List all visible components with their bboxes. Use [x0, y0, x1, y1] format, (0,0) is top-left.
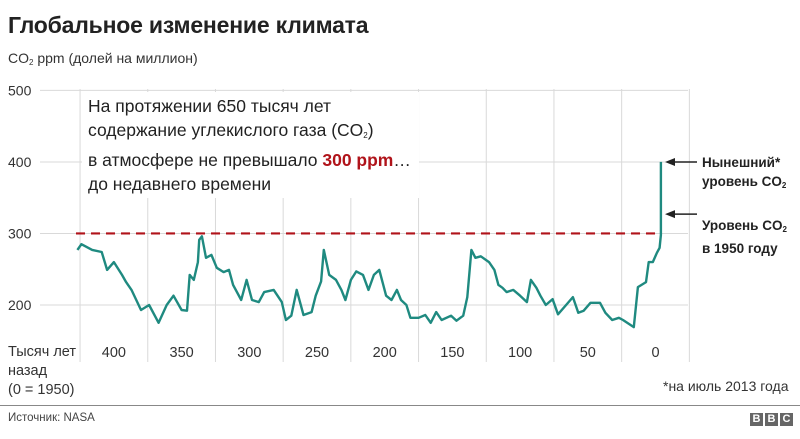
source-credit: Источник: NASA	[8, 412, 95, 424]
x-tick-label: 50	[580, 345, 596, 361]
y-tick-label: 500	[8, 82, 32, 98]
footnote: *на июль 2013 года	[663, 378, 789, 394]
annotation-text: …	[393, 150, 411, 170]
x-tick-label: 150	[440, 345, 464, 361]
x-tick-label: 400	[102, 345, 126, 361]
x-tick-label: 250	[305, 345, 329, 361]
level-1950-line-1: Уровень CO2	[702, 216, 787, 239]
annotation-line-4: до недавнего времени	[88, 174, 272, 194]
current-level-line-2: уровень CO2	[702, 172, 786, 195]
x-tick-label: 350	[170, 345, 194, 361]
logo-letter: C	[780, 413, 793, 426]
x-tick-label: 300	[237, 345, 261, 361]
y-tick-label: 300	[8, 225, 32, 241]
subtitle-co: CO	[8, 50, 29, 66]
subtitle-sub: 2	[29, 58, 34, 67]
bbc-logo: B B C	[750, 413, 793, 426]
label-text: Уровень CO	[702, 218, 783, 233]
level-1950-line-2: в 1950 году	[702, 241, 778, 256]
x-axis-title: Тысяч лет назад (0 = 1950)	[8, 343, 76, 400]
label-sub: 2	[781, 181, 787, 190]
annotation-line-2: содержание углекислого газа (CO2)	[88, 118, 411, 148]
label-text: уровень CO	[702, 174, 782, 189]
annotation-highlight: 300 ppm	[322, 150, 394, 170]
x-axis-title-line-3: (0 = 1950)	[8, 382, 75, 398]
annotation-line-3: в атмосфере не превышало 300 ppm…	[88, 148, 411, 172]
current-level-arrow-head	[665, 157, 675, 166]
footer-divider	[0, 405, 800, 406]
annotation-box: На протяжении 650 тысяч лет содержание у…	[82, 92, 419, 198]
x-tick-label: 200	[373, 345, 397, 361]
y-axis-unit-label: CO2 ppm (долей на миллион)	[8, 50, 198, 67]
logo-letter: B	[765, 413, 778, 426]
annotation-line-1: На протяжении 650 тысяч лет	[88, 96, 332, 116]
chart-title: Глобальное изменение климата	[8, 12, 369, 38]
co2-series-line	[76, 161, 663, 329]
annotation-text: )	[367, 120, 374, 140]
x-tick-label: 100	[508, 345, 532, 361]
level-1950-arrow-head	[665, 210, 675, 219]
y-tick-label: 400	[8, 154, 32, 170]
annotation-text: содержание углекислого газа (CO	[88, 120, 364, 140]
annotation-sub: 2	[363, 131, 368, 140]
subtitle-rest: ppm (долей на миллион)	[33, 50, 198, 66]
current-level-label: Нынешний* уровень CO2	[702, 153, 786, 195]
x-tick-label: 0	[651, 345, 659, 361]
annotation-text: в атмосфере не превышало	[88, 150, 323, 170]
y-tick-label: 200	[8, 297, 32, 313]
logo-letter: B	[750, 413, 763, 426]
x-axis-title-line-1: Тысяч лет	[8, 344, 77, 360]
current-level-line-1: Нынешний*	[702, 155, 781, 170]
level-1950-label: Уровень CO2 в 1950 году	[702, 216, 787, 258]
label-sub: 2	[782, 225, 787, 234]
x-axis-title-line-2: назад	[8, 363, 48, 379]
